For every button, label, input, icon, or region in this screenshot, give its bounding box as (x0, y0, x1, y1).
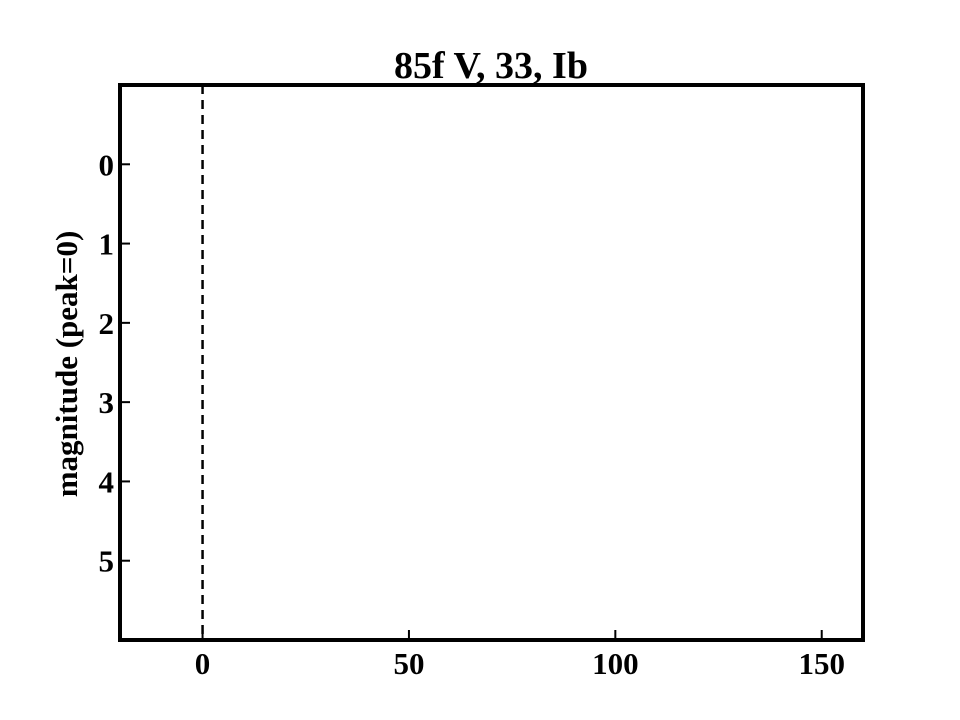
tick-label-layer: 0 50 100 150 0 1 2 3 4 5 (99, 147, 845, 681)
x-tick-label-1: 50 (393, 646, 424, 681)
tick-layer (120, 163, 823, 640)
x-tick-label-2: 100 (592, 646, 639, 681)
y-tick-label-0: 0 (99, 147, 115, 182)
x-tick-label-3: 150 (798, 646, 845, 681)
y-axis-label: magnitude (peak=0) (49, 231, 84, 498)
x-tick-label-0: 0 (195, 646, 211, 681)
chart-title: 85f V, 33, Ib (394, 45, 588, 87)
y-tick-label-1: 1 (99, 227, 115, 262)
y-tick-label-4: 4 (99, 464, 115, 499)
y-tick-label-3: 3 (99, 385, 115, 420)
y-tick-label-5: 5 (99, 544, 115, 579)
plot-frame (118, 83, 865, 642)
y-tick-label-2: 2 (99, 306, 115, 341)
